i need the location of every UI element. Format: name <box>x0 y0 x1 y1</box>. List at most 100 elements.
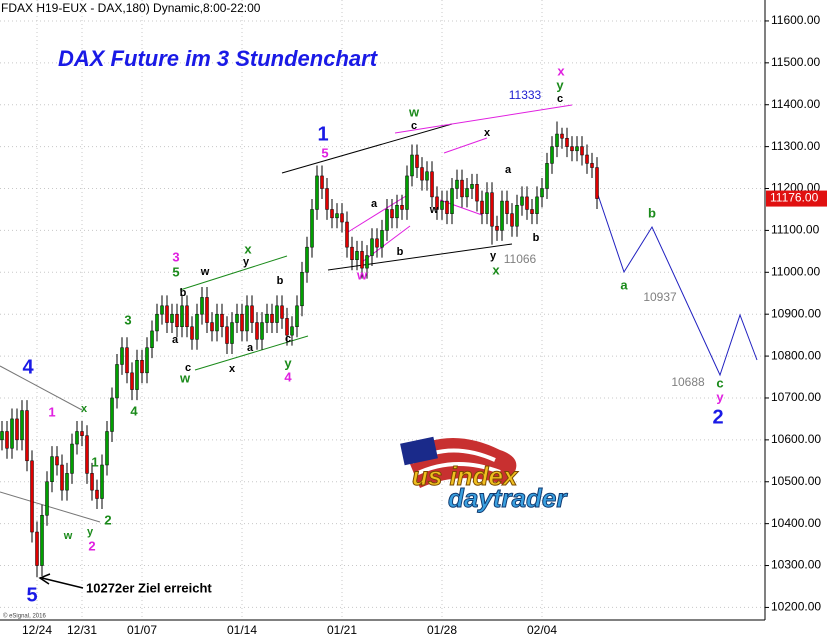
projection-line <box>597 194 758 377</box>
candle-body <box>250 305 254 323</box>
candle-body <box>25 410 29 462</box>
wave-label: 1 <box>317 123 328 145</box>
candle-body <box>325 188 329 210</box>
wave-label: 10688 <box>671 375 705 389</box>
x-tick-label: 01/21 <box>327 623 357 637</box>
y-tick-label: 10300.00 <box>771 558 821 572</box>
candle-body <box>230 322 234 344</box>
x-tick-label: 01/28 <box>427 623 457 637</box>
candle-body <box>475 184 479 202</box>
y-tick-label: 11500.00 <box>771 55 820 69</box>
wave-label: 2 <box>712 406 723 428</box>
wave-label: c <box>411 120 417 132</box>
candle-body <box>545 163 549 189</box>
y-tick-label: 10400.00 <box>771 516 821 530</box>
candle-body <box>155 313 159 332</box>
wave-label: x <box>492 262 500 277</box>
x-tick-label: 12/31 <box>67 623 97 637</box>
candle-body <box>260 322 264 340</box>
trend-line <box>443 137 488 154</box>
trend-line <box>281 123 453 174</box>
wave-label: 1 <box>48 404 55 419</box>
header: FDAX H19-EUX - DAX,180) Dynamic,8:00-22:… <box>1 1 261 15</box>
y-tick-label: 11100.00 <box>771 223 820 237</box>
candle-body <box>175 313 179 328</box>
chart-title: DAX Future im 3 Stundenchart <box>58 46 379 71</box>
logo-text: us index <box>412 461 519 491</box>
wave-label: a <box>371 198 378 210</box>
candle-body <box>70 443 74 474</box>
candle-body <box>225 326 229 344</box>
candle-body <box>420 167 424 181</box>
candle-body <box>205 297 209 323</box>
candle-body <box>315 175 319 210</box>
candle-body <box>500 200 504 231</box>
candle-body <box>400 205 404 210</box>
candle-body <box>540 188 544 198</box>
copyright: © eSignal, 2016 <box>3 613 46 620</box>
candle-body <box>220 313 224 328</box>
y-tick-label: 10200.00 <box>771 600 821 614</box>
candle-body <box>245 305 249 332</box>
candle-body <box>590 163 594 168</box>
logo-flag-canton <box>400 436 438 466</box>
candle-body <box>380 230 384 248</box>
candle-body <box>405 175 409 210</box>
candle-body <box>20 410 24 441</box>
wave-label: y <box>490 250 497 262</box>
wave-label: x <box>557 63 565 78</box>
trend-line <box>361 225 411 263</box>
wave-label: y <box>716 389 724 404</box>
candle-body <box>360 251 364 269</box>
wave-label: w <box>408 104 420 119</box>
candle-body <box>440 200 444 210</box>
candle-body <box>270 313 274 323</box>
candle-body <box>45 481 49 516</box>
candle-body <box>535 196 539 214</box>
candle-body <box>30 460 34 533</box>
wave-label: c <box>716 375 723 390</box>
y-tick-label: 10600.00 <box>771 432 821 446</box>
wave-label: c <box>285 333 291 345</box>
candle-body <box>150 330 154 348</box>
candle-body <box>215 313 219 332</box>
candle-body <box>455 179 459 189</box>
candle-body <box>90 473 94 491</box>
candle-body <box>10 418 14 449</box>
candle-body <box>295 305 299 328</box>
candle-body <box>0 431 4 441</box>
x-tick-label: 12/24 <box>22 623 52 637</box>
candle-body <box>490 192 494 227</box>
wave-label: x <box>229 363 236 375</box>
candle-body <box>385 209 389 231</box>
candle-body <box>430 171 434 198</box>
trend-line <box>0 365 83 411</box>
last-price-label: 11176.00 <box>770 191 819 205</box>
candle-body <box>415 154 419 168</box>
candle-body <box>115 364 119 399</box>
candle-body <box>160 305 164 315</box>
wave-label: 2 <box>88 538 95 553</box>
wave-label: 10937 <box>643 290 677 304</box>
candle-body <box>185 305 189 328</box>
wave-label: y <box>87 526 94 538</box>
wave-label: w <box>179 370 191 385</box>
candle-body <box>510 213 514 227</box>
candle-body <box>50 456 54 483</box>
candle-body <box>105 431 109 466</box>
y-tick-label: 11600.00 <box>771 13 820 27</box>
candle-body <box>485 192 489 214</box>
candle-body <box>280 305 284 319</box>
candle-body <box>5 431 9 449</box>
y-tick-label: 11000.00 <box>771 264 820 278</box>
candle-body <box>345 221 349 248</box>
candle-body <box>550 146 554 164</box>
y-tick-label: 10800.00 <box>771 348 821 362</box>
candle-body <box>275 305 279 323</box>
candle-body <box>525 196 529 210</box>
wave-label: 11333 <box>509 88 542 102</box>
candle-body <box>310 209 314 248</box>
wave-label: w <box>200 266 210 278</box>
